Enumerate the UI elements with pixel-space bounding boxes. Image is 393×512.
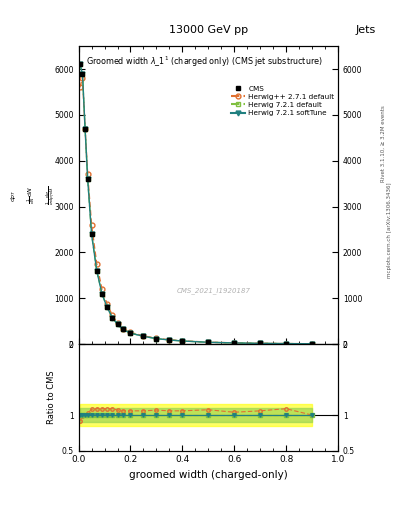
Text: Jets: Jets [355, 25, 375, 35]
X-axis label: groomed width (charged-only): groomed width (charged-only) [129, 470, 288, 480]
Text: 13000 GeV pp: 13000 GeV pp [169, 25, 248, 35]
Y-axis label: Ratio to CMS: Ratio to CMS [47, 371, 56, 424]
Text: mcplots.cern.ch [arXiv:1306.3436]: mcplots.cern.ch [arXiv:1306.3436] [387, 183, 391, 278]
Text: CMS_2021_I1920187: CMS_2021_I1920187 [176, 287, 250, 294]
Y-axis label: $\mathrm{d}\lambda$

$\mathrm{d}^2N$
$\mathrm{d}p_T\,\mathrm{d}\lambda$

$\mathr: $\mathrm{d}\lambda$ $\mathrm{d}^2N$ $\ma… [0, 185, 58, 205]
Text: Rivet 3.1.10, ≥ 3.2M events: Rivet 3.1.10, ≥ 3.2M events [381, 105, 386, 182]
Legend: CMS, Herwig++ 2.7.1 default, Herwig 7.2.1 default, Herwig 7.2.1 softTune: CMS, Herwig++ 2.7.1 default, Herwig 7.2.… [231, 86, 334, 116]
Text: Groomed width $\lambda\_1^1$ (charged only) (CMS jet substructure): Groomed width $\lambda\_1^1$ (charged on… [86, 55, 323, 70]
